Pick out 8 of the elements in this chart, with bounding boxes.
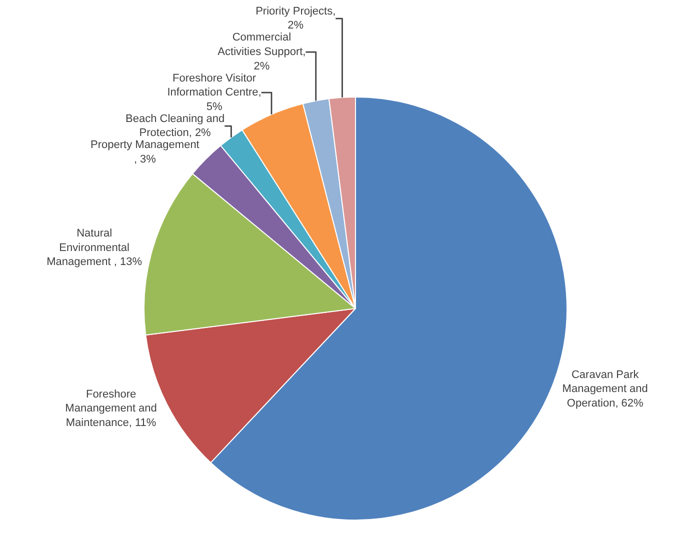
slice-label: Beach Cleaning and Protection, 2% xyxy=(126,112,225,140)
slice-label: Commercial Activities Support, 2% xyxy=(218,32,306,72)
slice-label: Property Management , 3% xyxy=(90,139,200,166)
slice-label: Foreshore Manangement and Maintenance, 11% xyxy=(65,388,157,430)
slice-label: Foreshore Visitor Information Centre, 5% xyxy=(167,72,262,113)
slice-label: Priority Projects, 2% xyxy=(256,5,336,32)
slice-label: Caravan Park Management and Operation, 62% xyxy=(562,368,648,410)
slice-label: Natural Environmental Management , 13% xyxy=(46,228,142,268)
